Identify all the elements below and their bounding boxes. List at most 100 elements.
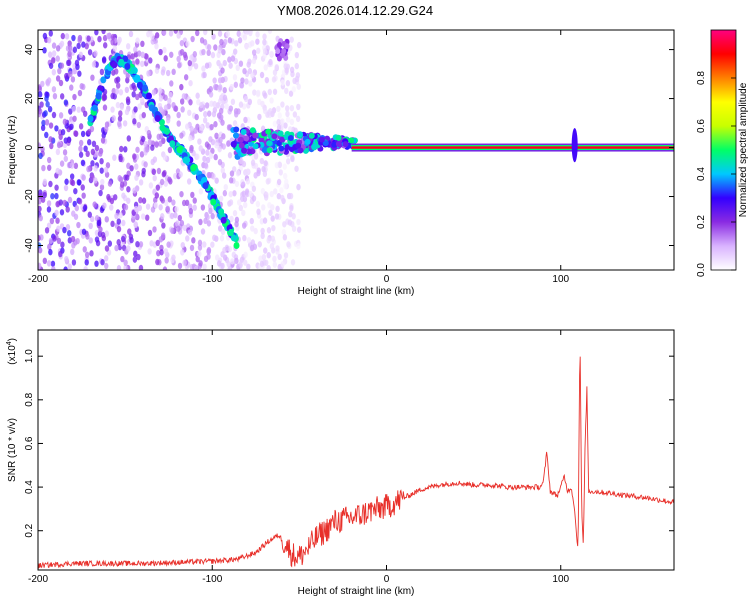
heatmap-noise-cell <box>110 106 115 113</box>
heatmap-noise-cell <box>84 251 90 259</box>
heatmap-transition-cell <box>304 138 311 145</box>
heatmap-noise-cell <box>244 188 250 195</box>
heatmap-noise-cell <box>285 80 291 87</box>
heatmap-noise-cell <box>110 39 115 46</box>
heatmap-noise-cell <box>47 51 53 58</box>
heatmap-noise-cell <box>104 262 109 270</box>
heatmap-noise-cell <box>230 55 236 62</box>
heatmap-noise-cell <box>220 119 225 126</box>
heatmap-spike <box>571 127 578 163</box>
heatmap-trace-cell <box>202 182 209 190</box>
heatmap-noise-cell <box>176 32 181 39</box>
heatmap-noise-cell <box>123 204 129 211</box>
heatmap-noise-cell <box>103 166 109 174</box>
heatmap-noise-cell <box>238 261 243 268</box>
heatmap-noise-cell <box>38 198 42 205</box>
heatmap-noise-cell <box>99 184 105 191</box>
heatmap-noise-cell <box>38 234 41 242</box>
heatmap-noise-cell <box>38 152 43 160</box>
heatmap-noise-cell <box>276 124 282 131</box>
colorbar-tick-label: 0.6 <box>696 119 707 133</box>
heatmap-noise-cell <box>109 204 114 211</box>
heatmap-noise-cell <box>117 175 122 182</box>
heatmap-noise-cell <box>195 92 200 99</box>
heatmap-noise-cell <box>162 266 168 270</box>
heatmap-noise-cell <box>177 214 183 222</box>
heatmap-noise-cell <box>62 226 67 234</box>
heatmap-noise-cell <box>179 98 185 105</box>
heatmap-noise-cell <box>52 235 57 242</box>
heatmap-x-tick-label: -100 <box>202 274 222 285</box>
heatmap-noise-cell <box>221 143 226 150</box>
heatmap-noise-cell <box>289 205 294 212</box>
heatmap-noise-cell <box>135 240 140 248</box>
heatmap-transition-cell <box>335 134 342 141</box>
heatmap-noise-cell <box>260 227 265 235</box>
heatmap-trace-cell <box>210 198 217 206</box>
heatmap-noise-cell <box>286 241 291 248</box>
heatmap-noise-cell <box>179 39 185 47</box>
heatmap-noise-cell <box>271 76 277 83</box>
heatmap-noise-cell <box>89 250 94 257</box>
heatmap-noise-cell <box>173 105 179 112</box>
heatmap-noise-cell <box>54 192 59 200</box>
heatmap-noise-cell <box>295 115 301 123</box>
heatmap-noise-cell <box>58 250 63 258</box>
heatmap-noise-cell <box>162 46 167 54</box>
heatmap-noise-cell <box>204 102 210 109</box>
heatmap-noise-cell <box>167 97 172 105</box>
heatmap-noise-cell <box>259 260 265 268</box>
heatmap-trace-cell <box>176 146 183 154</box>
heatmap-noise-cell <box>114 77 119 84</box>
heatmap-noise-cell <box>269 190 274 198</box>
heatmap-noise-cell <box>197 244 203 251</box>
heatmap-noise-cell <box>51 42 57 49</box>
heatmap-noise-cell <box>62 118 68 126</box>
heatmap-noise-cell <box>242 234 247 242</box>
heatmap-noise-cell <box>54 184 59 191</box>
heatmap-blob-cell <box>284 43 290 50</box>
chart-title: YM08.2026.014.12.29.G24 <box>277 3 433 18</box>
heatmap-noise-cell <box>129 165 134 172</box>
heatmap-noise-cell <box>120 255 125 263</box>
heatmap-noise-cell <box>181 199 187 207</box>
heatmap-noise-cell <box>90 148 96 156</box>
heatmap-noise-cell <box>220 251 225 258</box>
heatmap-noise-cell <box>124 86 130 94</box>
heatmap-noise-cell <box>81 41 86 48</box>
heatmap-noise-cell <box>71 259 77 266</box>
heatmap-noise-cell <box>280 101 285 108</box>
heatmap-noise-cell <box>76 179 82 186</box>
heatmap-noise-cell <box>70 76 76 83</box>
heatmap-noise-cell <box>49 142 54 150</box>
heatmap-transition-cell <box>265 128 272 135</box>
heatmap-noise-cell <box>134 205 139 213</box>
heatmap-transition-cell <box>295 142 302 149</box>
heatmap-transition-cell <box>271 133 278 140</box>
heatmap-noise-cell <box>277 112 282 119</box>
heatmap-noise-cell <box>283 252 289 259</box>
heatmap-noise-cell <box>102 202 107 209</box>
heatmap-noise-cell <box>38 262 42 270</box>
heatmap-noise-cell <box>84 259 89 266</box>
heatmap-noise-cell <box>153 202 159 209</box>
heatmap-transition-cell <box>335 141 342 148</box>
heatmap-noise-cell <box>143 161 148 168</box>
heatmap-noise-cell <box>67 44 73 52</box>
heatmap-noise-cell <box>183 54 188 61</box>
heatmap-noise-cell <box>88 222 93 230</box>
heatmap-noise-cell <box>165 69 171 77</box>
heatmap-noise-cell <box>219 114 224 121</box>
heatmap-noise-cell <box>140 51 145 59</box>
heatmap-noise-cell <box>132 256 138 263</box>
heatmap-noise-cell <box>265 178 271 185</box>
heatmap-noise-cell <box>197 239 203 247</box>
heatmap-noise-cell <box>222 94 228 101</box>
heatmap-noise-cell <box>232 190 237 197</box>
heatmap-noise-cell <box>47 164 52 171</box>
heatmap-noise-cell <box>145 203 151 210</box>
heatmap-noise-cell <box>166 241 171 248</box>
heatmap-noise-cell <box>220 67 225 74</box>
heatmap-y-tick-label: -40 <box>24 238 35 253</box>
